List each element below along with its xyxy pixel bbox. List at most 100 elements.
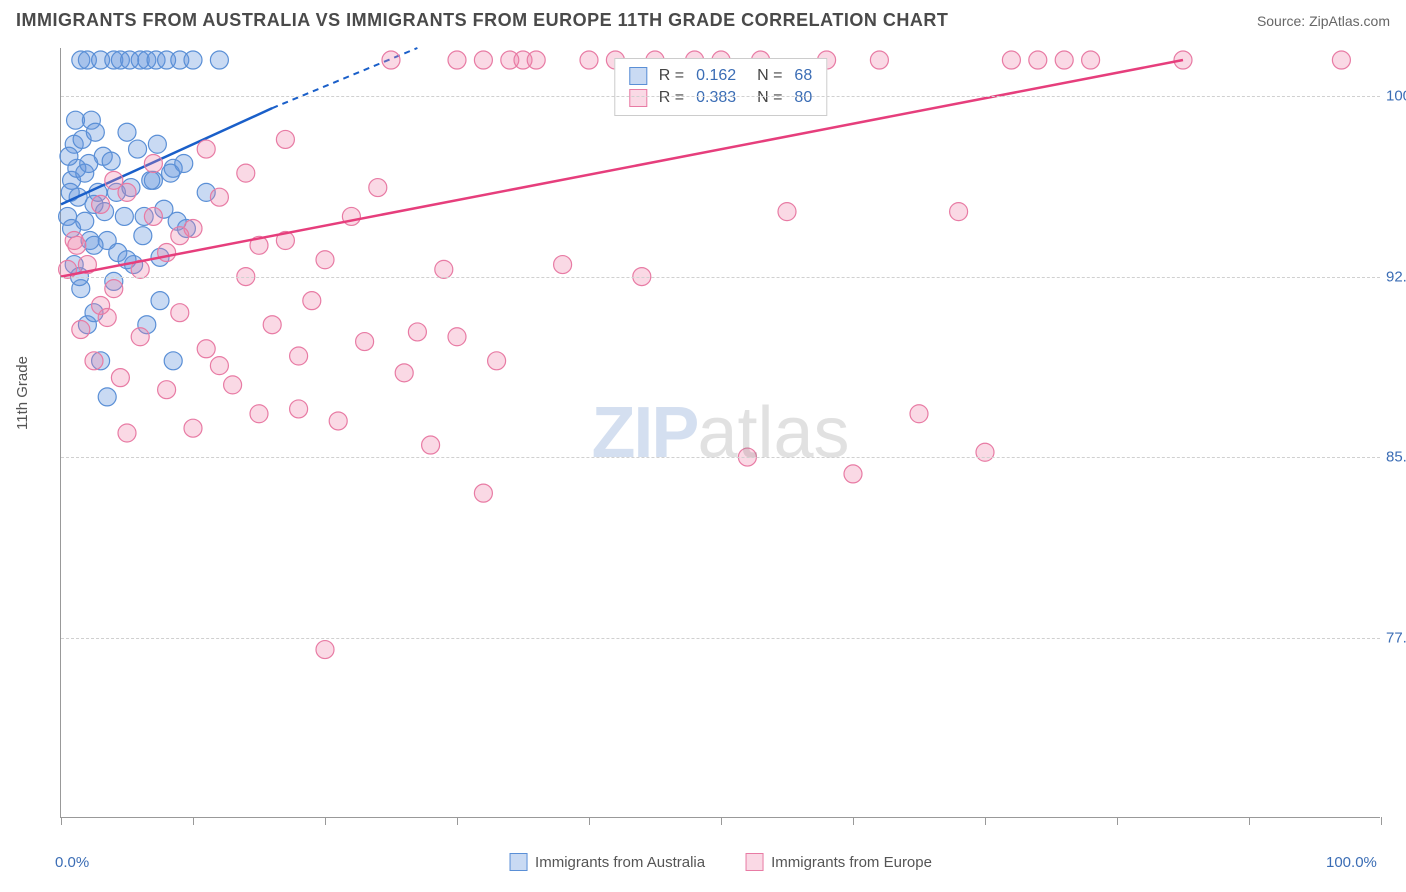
x-tick [985, 817, 986, 825]
scatter-point [474, 51, 492, 69]
scatter-point [1082, 51, 1100, 69]
scatter-point [131, 328, 149, 346]
scatter-point [102, 152, 120, 170]
scatter-point [76, 212, 94, 230]
scatter-point [105, 171, 123, 189]
scatter-point [98, 388, 116, 406]
scatter-point [67, 111, 85, 129]
x-tick [325, 817, 326, 825]
scatter-point [80, 155, 98, 173]
scatter-point [303, 292, 321, 310]
scatter-point [527, 51, 545, 69]
x-tick [193, 817, 194, 825]
scatter-point [210, 357, 228, 375]
scatter-point [144, 155, 162, 173]
scatter-point [85, 236, 103, 254]
scatter-point [164, 352, 182, 370]
scatter-point [488, 352, 506, 370]
scatter-point [210, 51, 228, 69]
scatter-point [276, 130, 294, 148]
x-tick [853, 817, 854, 825]
scatter-point [158, 381, 176, 399]
x-tick [1117, 817, 1118, 825]
scatter-point [158, 244, 176, 262]
scatter-point [290, 400, 308, 418]
chart-header: IMMIGRANTS FROM AUSTRALIA VS IMMIGRANTS … [0, 0, 1406, 39]
scatter-point [369, 179, 387, 197]
bottom-legend: Immigrants from Australia Immigrants from… [509, 853, 932, 871]
x-tick [721, 817, 722, 825]
scatter-point [395, 364, 413, 382]
scatter-point [910, 405, 928, 423]
y-tick-label: 92.5% [1386, 268, 1406, 285]
x-tick [1249, 817, 1250, 825]
scatter-point [448, 328, 466, 346]
gridline-h [61, 457, 1380, 458]
chart-title: IMMIGRANTS FROM AUSTRALIA VS IMMIGRANTS … [16, 10, 948, 31]
scatter-point [118, 123, 136, 141]
scatter-point [129, 140, 147, 158]
legend-label: Immigrants from Europe [771, 854, 932, 871]
scatter-point [148, 135, 166, 153]
gridline-h [61, 638, 1380, 639]
legend-swatch [509, 853, 527, 871]
scatter-point [1002, 51, 1020, 69]
x-tick [61, 817, 62, 825]
corr-legend-row: R =0.383 N =80 [629, 87, 812, 109]
scatter-point [778, 203, 796, 221]
gridline-h [61, 277, 1380, 278]
scatter-point [210, 188, 228, 206]
plot-area: ZIPatlas R =0.162 N =68R =0.383 N =80 Im… [60, 48, 1380, 818]
gridline-h [61, 96, 1380, 97]
scatter-point [976, 443, 994, 461]
scatter-point [92, 195, 110, 213]
corr-legend-row: R =0.162 N =68 [629, 65, 812, 87]
scatter-point [250, 405, 268, 423]
scatter-point [98, 309, 116, 327]
scatter-point [134, 227, 152, 245]
y-axis-label: 11th Grade [14, 356, 31, 430]
scatter-point [184, 51, 202, 69]
scatter-point [950, 203, 968, 221]
scatter-point [316, 641, 334, 659]
scatter-point [197, 140, 215, 158]
scatter-point [1029, 51, 1047, 69]
scatter-point [316, 251, 334, 269]
scatter-point [580, 51, 598, 69]
y-tick-label: 85.0% [1386, 449, 1406, 466]
scatter-point [60, 147, 78, 165]
scatter-point [237, 164, 255, 182]
legend-swatch [629, 67, 647, 85]
y-tick-label: 77.5% [1386, 629, 1406, 646]
scatter-point [224, 376, 242, 394]
scatter-point [171, 227, 189, 245]
scatter-point [329, 412, 347, 430]
legend-swatch [745, 853, 763, 871]
scatter-point [115, 207, 133, 225]
scatter-svg [61, 48, 1380, 817]
scatter-point [448, 51, 466, 69]
legend-swatch [629, 89, 647, 107]
scatter-point [142, 171, 160, 189]
scatter-point [68, 236, 86, 254]
source-label: Source: ZipAtlas.com [1257, 13, 1390, 29]
scatter-point [171, 304, 189, 322]
scatter-point [105, 280, 123, 298]
scatter-point [85, 352, 103, 370]
x-tick-label: 0.0% [55, 854, 89, 871]
scatter-point [263, 316, 281, 334]
scatter-point [111, 369, 129, 387]
legend-label: Immigrants from Australia [535, 854, 705, 871]
scatter-point [1055, 51, 1073, 69]
scatter-point [844, 465, 862, 483]
scatter-point [474, 484, 492, 502]
legend-item: Immigrants from Europe [745, 853, 932, 871]
correlation-legend: R =0.162 N =68R =0.383 N =80 [614, 58, 827, 116]
x-tick [1381, 817, 1382, 825]
scatter-point [151, 292, 169, 310]
scatter-point [144, 207, 162, 225]
scatter-point [184, 419, 202, 437]
scatter-point [554, 256, 572, 274]
scatter-point [870, 51, 888, 69]
scatter-point [118, 424, 136, 442]
